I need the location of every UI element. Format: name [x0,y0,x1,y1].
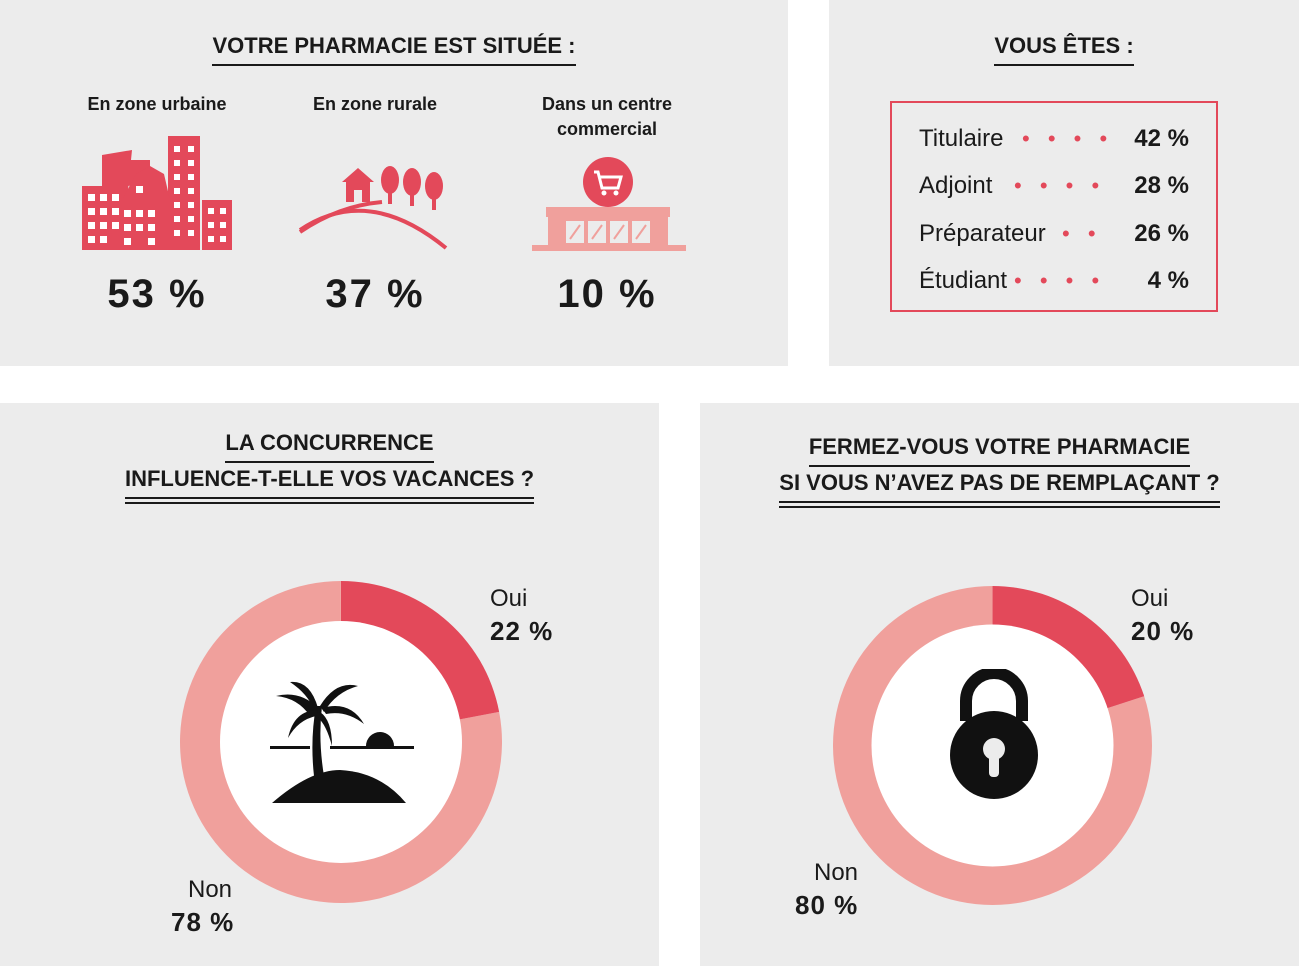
closing-yes-label: Oui [1131,585,1169,612]
location-value-urban: 53 % [107,272,207,316]
role-dots: • • • • [1014,268,1106,293]
roles-panel: VOUS ÊTES : Titulaire • • • • 42 % Adjoi… [829,0,1299,366]
role-row-adjoint: Adjoint • • • • 28 % [892,171,1216,201]
closing-yes-value: 20 % [1131,616,1195,646]
roles-table: Titulaire • • • • 42 % Adjoint • • • • 2… [890,101,1218,312]
padlock-icon [950,669,1038,799]
role-row-etudiant: Étudiant • • • • 4 % [892,266,1216,296]
location-panel: VOTRE PHARMACIE EST SITUÉE : En zone urb… [0,0,788,366]
shopping-center-cart-icon [532,157,686,251]
location-label-rural: En zone rurale [312,94,438,114]
location-label-mall: Dans un centre commercial [541,94,673,139]
role-dots: • • • • [1014,173,1106,198]
roles-title: VOUS ÊTES : [829,30,1299,66]
role-value: 42 % [1134,125,1189,152]
location-value-mall: 10 % [557,272,657,316]
role-value: 4 % [1147,267,1189,294]
role-row-titulaire: Titulaire • • • • 42 % [892,124,1216,154]
role-value: 26 % [1134,220,1189,247]
competition-yes-label: Oui [490,585,528,612]
closing-panel: FERMEZ-VOUS VOTRE PHARMACIE SI VOUS N’AVE… [700,403,1299,966]
role-label: Adjoint [919,172,993,199]
competition-panel: LA CONCURRENCE INFLUENCE-T-ELLE VOS VACAN… [0,403,659,966]
role-label: Titulaire [919,125,1004,152]
competition-yes-value: 22 % [490,616,554,646]
role-label: Étudiant [919,267,1008,294]
location-value-rural: 37 % [325,272,425,316]
competition-no-value: 78 % [171,907,235,937]
closing-no-value: 80 % [795,890,859,920]
role-dots: • • • • [1022,126,1114,151]
role-value: 28 % [1134,172,1189,199]
closing-no-label: Non [814,859,859,886]
competition-title: LA CONCURRENCE INFLUENCE-T-ELLE VOS VACAN… [0,427,659,504]
role-row-preparateur: Préparateur • • 26 % [892,219,1216,249]
role-label: Préparateur [919,220,1046,247]
city-buildings-icon [82,136,232,250]
palm-island-icon [270,681,414,803]
closing-title: FERMEZ-VOUS VOTRE PHARMACIE SI VOUS N’AVE… [700,431,1299,508]
location-title: VOTRE PHARMACIE EST SITUÉE : [0,30,788,66]
location-label-urban: En zone urbaine [87,94,227,114]
role-dots: • • [1062,221,1102,246]
rural-house-trees-icon [298,166,448,250]
competition-no-label: Non [188,876,233,903]
